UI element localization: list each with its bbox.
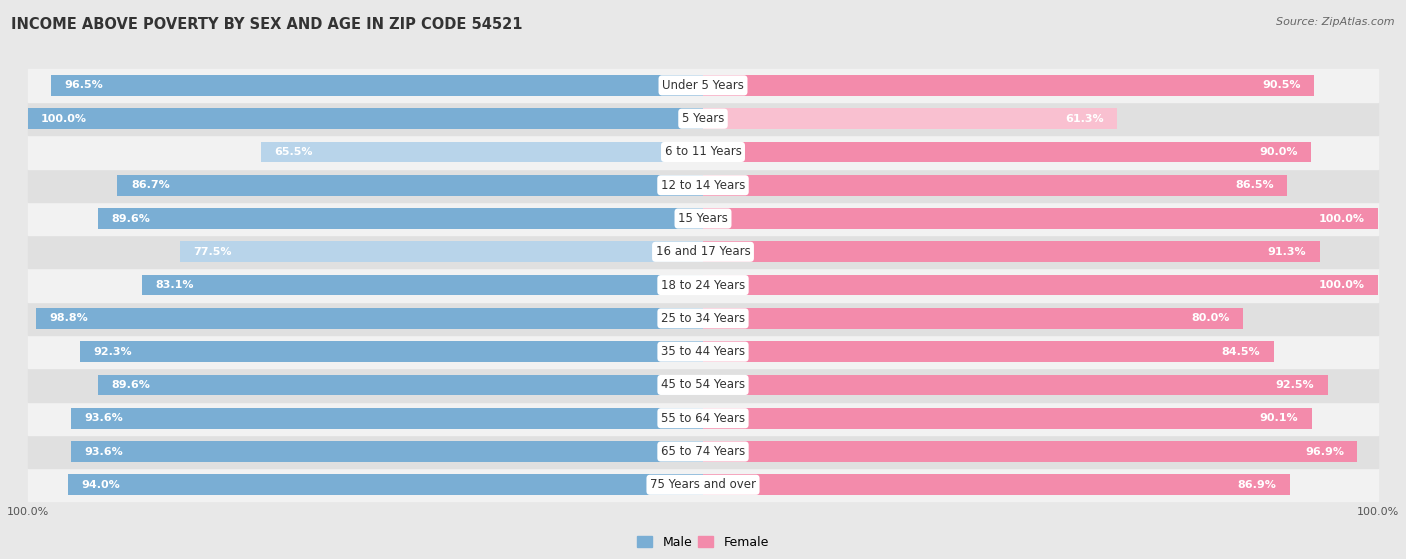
Bar — [703, 108, 1116, 129]
Text: 90.1%: 90.1% — [1260, 413, 1298, 423]
Text: 65 to 74 Years: 65 to 74 Years — [661, 445, 745, 458]
Text: INCOME ABOVE POVERTY BY SEX AND AGE IN ZIP CODE 54521: INCOME ABOVE POVERTY BY SEX AND AGE IN Z… — [11, 17, 523, 32]
Bar — [260, 141, 703, 162]
Text: 90.5%: 90.5% — [1263, 80, 1301, 91]
Bar — [703, 175, 1288, 196]
Bar — [703, 441, 1358, 462]
Text: 45 to 54 Years: 45 to 54 Years — [661, 378, 745, 391]
Text: 84.5%: 84.5% — [1222, 347, 1260, 357]
Text: 90.0%: 90.0% — [1258, 147, 1298, 157]
Text: 94.0%: 94.0% — [82, 480, 121, 490]
Text: 55 to 64 Years: 55 to 64 Years — [661, 412, 745, 425]
Bar — [142, 275, 703, 295]
Text: 86.9%: 86.9% — [1237, 480, 1277, 490]
Text: 65.5%: 65.5% — [274, 147, 312, 157]
Bar — [28, 401, 1378, 435]
Bar — [28, 102, 1378, 135]
Text: 83.1%: 83.1% — [155, 280, 194, 290]
Bar — [35, 308, 703, 329]
Text: 86.7%: 86.7% — [131, 180, 170, 190]
Text: Under 5 Years: Under 5 Years — [662, 79, 744, 92]
Bar — [703, 75, 1315, 96]
Bar — [80, 342, 703, 362]
Bar — [703, 342, 1274, 362]
Bar — [703, 208, 1378, 229]
Text: 92.5%: 92.5% — [1275, 380, 1315, 390]
Bar — [703, 475, 1289, 495]
Bar — [67, 475, 703, 495]
Bar — [28, 302, 1378, 335]
Bar — [703, 141, 1310, 162]
Text: 6 to 11 Years: 6 to 11 Years — [665, 145, 741, 158]
Bar — [28, 135, 1378, 169]
Text: 5 Years: 5 Years — [682, 112, 724, 125]
Text: 18 to 24 Years: 18 to 24 Years — [661, 278, 745, 292]
Bar — [70, 408, 703, 429]
Bar — [28, 235, 1378, 268]
Bar — [28, 468, 1378, 501]
Text: 25 to 34 Years: 25 to 34 Years — [661, 312, 745, 325]
Text: 93.6%: 93.6% — [84, 413, 124, 423]
Text: 16 and 17 Years: 16 and 17 Years — [655, 245, 751, 258]
Text: 93.6%: 93.6% — [84, 447, 124, 457]
Bar — [28, 202, 1378, 235]
Text: 12 to 14 Years: 12 to 14 Years — [661, 179, 745, 192]
Bar — [28, 169, 1378, 202]
Text: 98.8%: 98.8% — [49, 314, 89, 323]
Bar — [703, 308, 1243, 329]
Bar — [28, 108, 703, 129]
Text: 89.6%: 89.6% — [111, 380, 150, 390]
Text: 91.3%: 91.3% — [1268, 247, 1306, 257]
Bar — [703, 375, 1327, 395]
Text: 100.0%: 100.0% — [1319, 280, 1365, 290]
Bar — [51, 75, 703, 96]
Text: 89.6%: 89.6% — [111, 214, 150, 224]
Bar — [28, 368, 1378, 401]
Bar — [703, 275, 1378, 295]
Text: 96.9%: 96.9% — [1305, 447, 1344, 457]
Bar — [98, 208, 703, 229]
Text: 100.0%: 100.0% — [1319, 214, 1365, 224]
Text: 80.0%: 80.0% — [1191, 314, 1230, 323]
Text: 15 Years: 15 Years — [678, 212, 728, 225]
Text: Source: ZipAtlas.com: Source: ZipAtlas.com — [1277, 17, 1395, 27]
Bar — [28, 69, 1378, 102]
Bar — [70, 441, 703, 462]
Text: 96.5%: 96.5% — [65, 80, 104, 91]
Bar — [703, 408, 1312, 429]
Bar — [117, 175, 703, 196]
Text: 92.3%: 92.3% — [93, 347, 132, 357]
Text: 61.3%: 61.3% — [1064, 113, 1104, 124]
Bar — [28, 435, 1378, 468]
Bar — [703, 241, 1320, 262]
Bar — [98, 375, 703, 395]
Legend: Male, Female: Male, Female — [633, 530, 773, 553]
Bar — [180, 241, 703, 262]
Text: 75 Years and over: 75 Years and over — [650, 479, 756, 491]
Text: 35 to 44 Years: 35 to 44 Years — [661, 345, 745, 358]
Text: 100.0%: 100.0% — [41, 113, 87, 124]
Text: 77.5%: 77.5% — [193, 247, 232, 257]
Bar — [28, 335, 1378, 368]
Text: 86.5%: 86.5% — [1234, 180, 1274, 190]
Bar — [28, 268, 1378, 302]
